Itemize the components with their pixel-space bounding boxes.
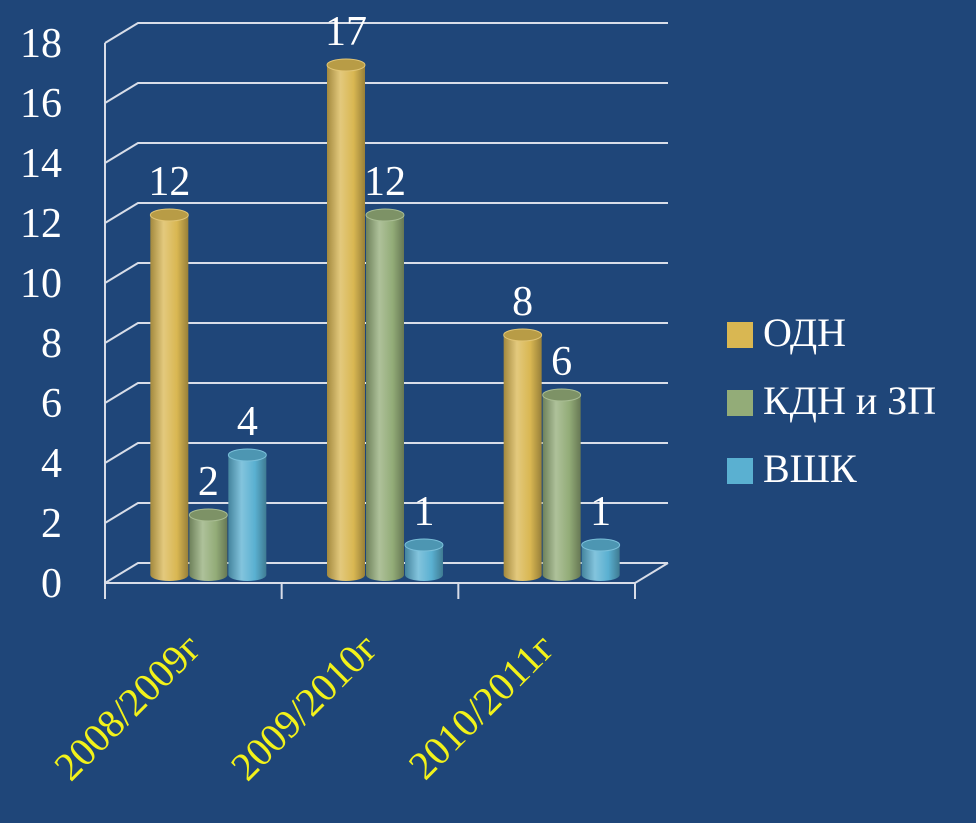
y-tick-label: 16 (20, 81, 62, 127)
data-label: 12 (364, 159, 406, 205)
legend-swatch (727, 458, 753, 484)
gridline (104, 262, 668, 284)
legend-label: КДН и ЗП (763, 378, 936, 423)
data-label: 1 (590, 489, 611, 535)
bar (149, 208, 189, 581)
data-label: 12 (148, 159, 190, 205)
y-tick-label: 4 (41, 441, 62, 487)
gridline (104, 562, 668, 584)
gridlines (104, 22, 668, 584)
y-tick-label: 2 (41, 501, 62, 547)
gridline (104, 202, 668, 224)
data-label: 1 (414, 489, 435, 535)
data-label: 8 (512, 279, 533, 325)
axes (104, 43, 669, 599)
bar (365, 208, 405, 581)
bar (503, 328, 543, 581)
gridline (104, 322, 668, 344)
y-tick-label: 0 (41, 561, 62, 607)
y-tick-label: 10 (20, 261, 62, 307)
gridline (104, 82, 668, 104)
y-tick-label: 14 (20, 141, 62, 187)
bar (188, 508, 228, 581)
legend: ОДН КДН и ЗП ВШК (727, 310, 936, 491)
legend-swatch (727, 390, 753, 416)
legend-label: ОДН (763, 310, 846, 355)
gridline (104, 382, 668, 404)
x-category-labels: 2008/2009г 2009/2010г 2010/2011г (45, 625, 563, 789)
gridline (104, 502, 668, 524)
x-category-label: 2008/2009г (45, 625, 209, 789)
data-label: 6 (551, 339, 572, 385)
bar (404, 538, 444, 581)
y-tick-labels: 0 2 4 6 8 10 12 14 16 18 (20, 21, 62, 607)
data-labels: 12 24 17 12 1 86 1 (148, 9, 611, 535)
gridline (104, 442, 668, 464)
legend-swatch (727, 322, 753, 348)
x-category-label: 2010/2011г (400, 625, 563, 788)
x-category-label: 2009/2010г (222, 625, 386, 789)
gridline (104, 22, 668, 44)
bar (227, 448, 267, 581)
y-tick-label: 6 (41, 381, 62, 427)
bar (326, 58, 366, 581)
data-label: 4 (237, 399, 258, 445)
bar (581, 538, 621, 581)
bar (542, 388, 582, 581)
data-label: 2 (198, 459, 219, 505)
y-tick-label: 8 (41, 321, 62, 367)
y-tick-label: 12 (20, 201, 62, 247)
gridline (104, 142, 668, 164)
data-label: 17 (325, 9, 367, 55)
legend-label: ВШК (763, 446, 857, 491)
bars (149, 58, 621, 581)
y-tick-label: 18 (20, 21, 62, 67)
